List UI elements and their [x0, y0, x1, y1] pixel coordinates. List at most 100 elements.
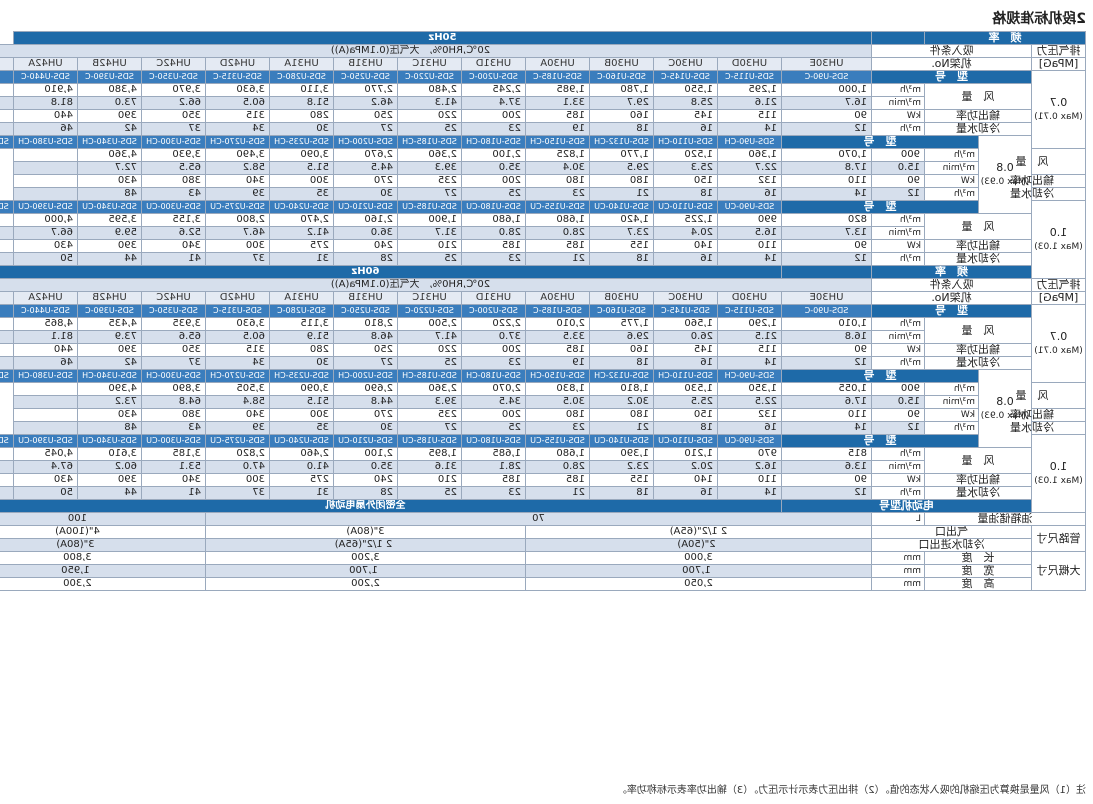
- flow-m3min: 41.0: [269, 460, 334, 474]
- flow-m3min: 33.1: [525, 96, 590, 110]
- flow-m3h: 2,690: [333, 382, 398, 396]
- pressure-unit: [MPaG]: [1031, 57, 1086, 71]
- flow-m3min: 58.4: [205, 395, 270, 409]
- flow-label: 风 量: [924, 83, 1032, 110]
- table-row: 冷却水量 m³/h 12 14 16 18 21 23 25 27 30 35 39 43 48: [0, 421, 1086, 435]
- flow-m3h: 1,520: [653, 148, 718, 162]
- power-value: 440: [13, 343, 78, 357]
- flow-m3min: 23.2: [589, 460, 654, 474]
- flow-m3min: 51.9: [269, 330, 334, 344]
- table-row: 风 量 m³/h 820 990 1,225 1,420 1,680 1,680 1,900 2,…: [0, 213, 1086, 240]
- pad: [0, 473, 14, 487]
- water-value: 25: [397, 356, 462, 370]
- flow-m3h: 1,295: [717, 83, 782, 97]
- pad: [0, 239, 14, 253]
- table-row: 冷却水进出口 2"(50A) 2 1/2"(65A) 3"(80A): [0, 538, 1086, 552]
- water-value: 35: [269, 187, 334, 201]
- model-code-pad: [0, 304, 14, 318]
- flow-m3min: 66.2: [141, 96, 206, 110]
- pressure-value: 1.0: [1049, 459, 1068, 473]
- power-value: 300: [269, 408, 334, 422]
- flow-m3min: 31.7: [397, 226, 462, 240]
- flow-m3h: 4,865: [13, 317, 78, 331]
- intake-value: 20℃,RH0%, 大气压(0.1MPa(A)): [0, 44, 872, 58]
- flow-m3min: 13.6: [781, 460, 872, 474]
- table-row: m³/min 13.7 16.5 20.4 23.7 28.0 28.0 31.7 36.0 41…: [0, 226, 1086, 240]
- table-row: [MPaG] 机架No. UH30E UH30D UH30C UH30B UH30A UH31…: [0, 291, 1086, 305]
- unit-m3h: m³/h: [871, 447, 925, 461]
- table-row: m³/min 15.0 17.6 22.5 25.5 30.2 30.5 34.5 39.3 44…: [0, 395, 1086, 409]
- table-row: m³/min 13.6 16.2 20.2 23.2 28.0 28.1 31.6 35.0 41…: [0, 460, 1086, 474]
- frequency-label: 频 率: [871, 265, 1032, 279]
- width-value: 1,700: [525, 564, 872, 578]
- flow-m3h: 4,360: [77, 148, 142, 162]
- power-value: 185: [461, 473, 526, 487]
- power-value: 315: [205, 343, 270, 357]
- water-value: 18: [589, 486, 654, 500]
- flow-m3min: 37.0: [461, 330, 526, 344]
- unit-m3h: m³/h: [871, 213, 925, 227]
- power-value: 90: [781, 343, 872, 357]
- table-row: 输出功率 kW 90 110 140 155 185 185 210 240 275 300 340 39…: [0, 239, 1086, 253]
- model-header: UH31A: [269, 57, 334, 71]
- power-value: 145: [653, 343, 718, 357]
- pad: [0, 122, 14, 136]
- water-value: 19: [525, 356, 590, 370]
- power-value: 115: [717, 343, 782, 357]
- model-header: UH42B: [77, 291, 142, 305]
- table-row: 高 度 mm 2,050 2,200 2,300: [0, 577, 1086, 591]
- unit-kw: kW: [924, 408, 979, 422]
- water-value: 18: [589, 252, 654, 266]
- model-code: SDS-U300-CU: [141, 434, 206, 448]
- model-code: SDS-U235-CH: [269, 135, 334, 149]
- flow-m3min: 33.5: [525, 330, 590, 344]
- height-value: 2,200: [205, 577, 526, 591]
- flow-m3min: 60.5: [205, 96, 270, 110]
- intake-value: 20℃,RH0%, 大气压(0.1MPa(A)): [0, 278, 872, 292]
- model-header: UH42D: [205, 291, 270, 305]
- unit-kw: kW: [871, 343, 925, 357]
- length-value: 3,000: [525, 551, 872, 565]
- page-title: 2段机标准规格: [992, 11, 1086, 27]
- flow-m3min: 22.5: [717, 395, 782, 409]
- water-value: 14: [781, 421, 872, 435]
- flow-m3min: 28.0: [525, 226, 590, 240]
- flow-m3min: 17.6: [781, 395, 872, 409]
- pad: [0, 213, 14, 227]
- width-value: 1,950: [0, 564, 206, 578]
- power-value: 270: [333, 174, 398, 188]
- flow-m3h: 2,810: [333, 317, 398, 331]
- model-code: SDS-U350-C: [141, 70, 206, 84]
- power-value: 430: [77, 174, 142, 188]
- flow-m3min: 44.5: [333, 161, 398, 175]
- model-code: SDS-U90-CH: [717, 369, 782, 383]
- table-row: 0.7 (Max 0.71) 型 号 SDS-U90-C SDS-U115-C SDS-U…: [0, 304, 1086, 383]
- flow-m3min: 25.3: [653, 161, 718, 175]
- water-value: 43: [141, 421, 206, 435]
- frequency-label: 频 率: [924, 31, 1086, 45]
- water-value: 21: [589, 187, 654, 201]
- model-code: SDS-U390-C: [77, 304, 142, 318]
- flow-m3min: 73.9: [77, 330, 142, 344]
- power-value: 132: [717, 408, 782, 422]
- model-code: SDS-U340-CH: [77, 135, 142, 149]
- water-value: 27: [333, 122, 398, 136]
- water-value: 27: [397, 421, 462, 435]
- unit-kw: kW: [871, 473, 925, 487]
- power-value: 200: [461, 109, 526, 123]
- flow-m3h: 1,830: [525, 382, 590, 396]
- model-code: SDS-U340-CU: [77, 434, 142, 448]
- model-header: UH30B: [589, 291, 654, 305]
- pad: [13, 161, 78, 175]
- flow-m3h: 2,670: [333, 148, 398, 162]
- power-value: 110: [781, 408, 872, 422]
- power-value: 185: [525, 109, 590, 123]
- flow-m3h: 3,595: [77, 213, 142, 227]
- flow-m3h: 3,090: [269, 382, 334, 396]
- flow-m3min: 72.7: [77, 161, 142, 175]
- pad: [0, 330, 14, 344]
- table-row: 0.7 (Max 0.71) 型 号 SDS-U90-C SDS-U115-C SDS-U…: [0, 70, 1086, 149]
- model-code: SDS-U132-CH: [589, 135, 654, 149]
- flow-m3min: 21.6: [717, 96, 782, 110]
- pad: [13, 408, 78, 422]
